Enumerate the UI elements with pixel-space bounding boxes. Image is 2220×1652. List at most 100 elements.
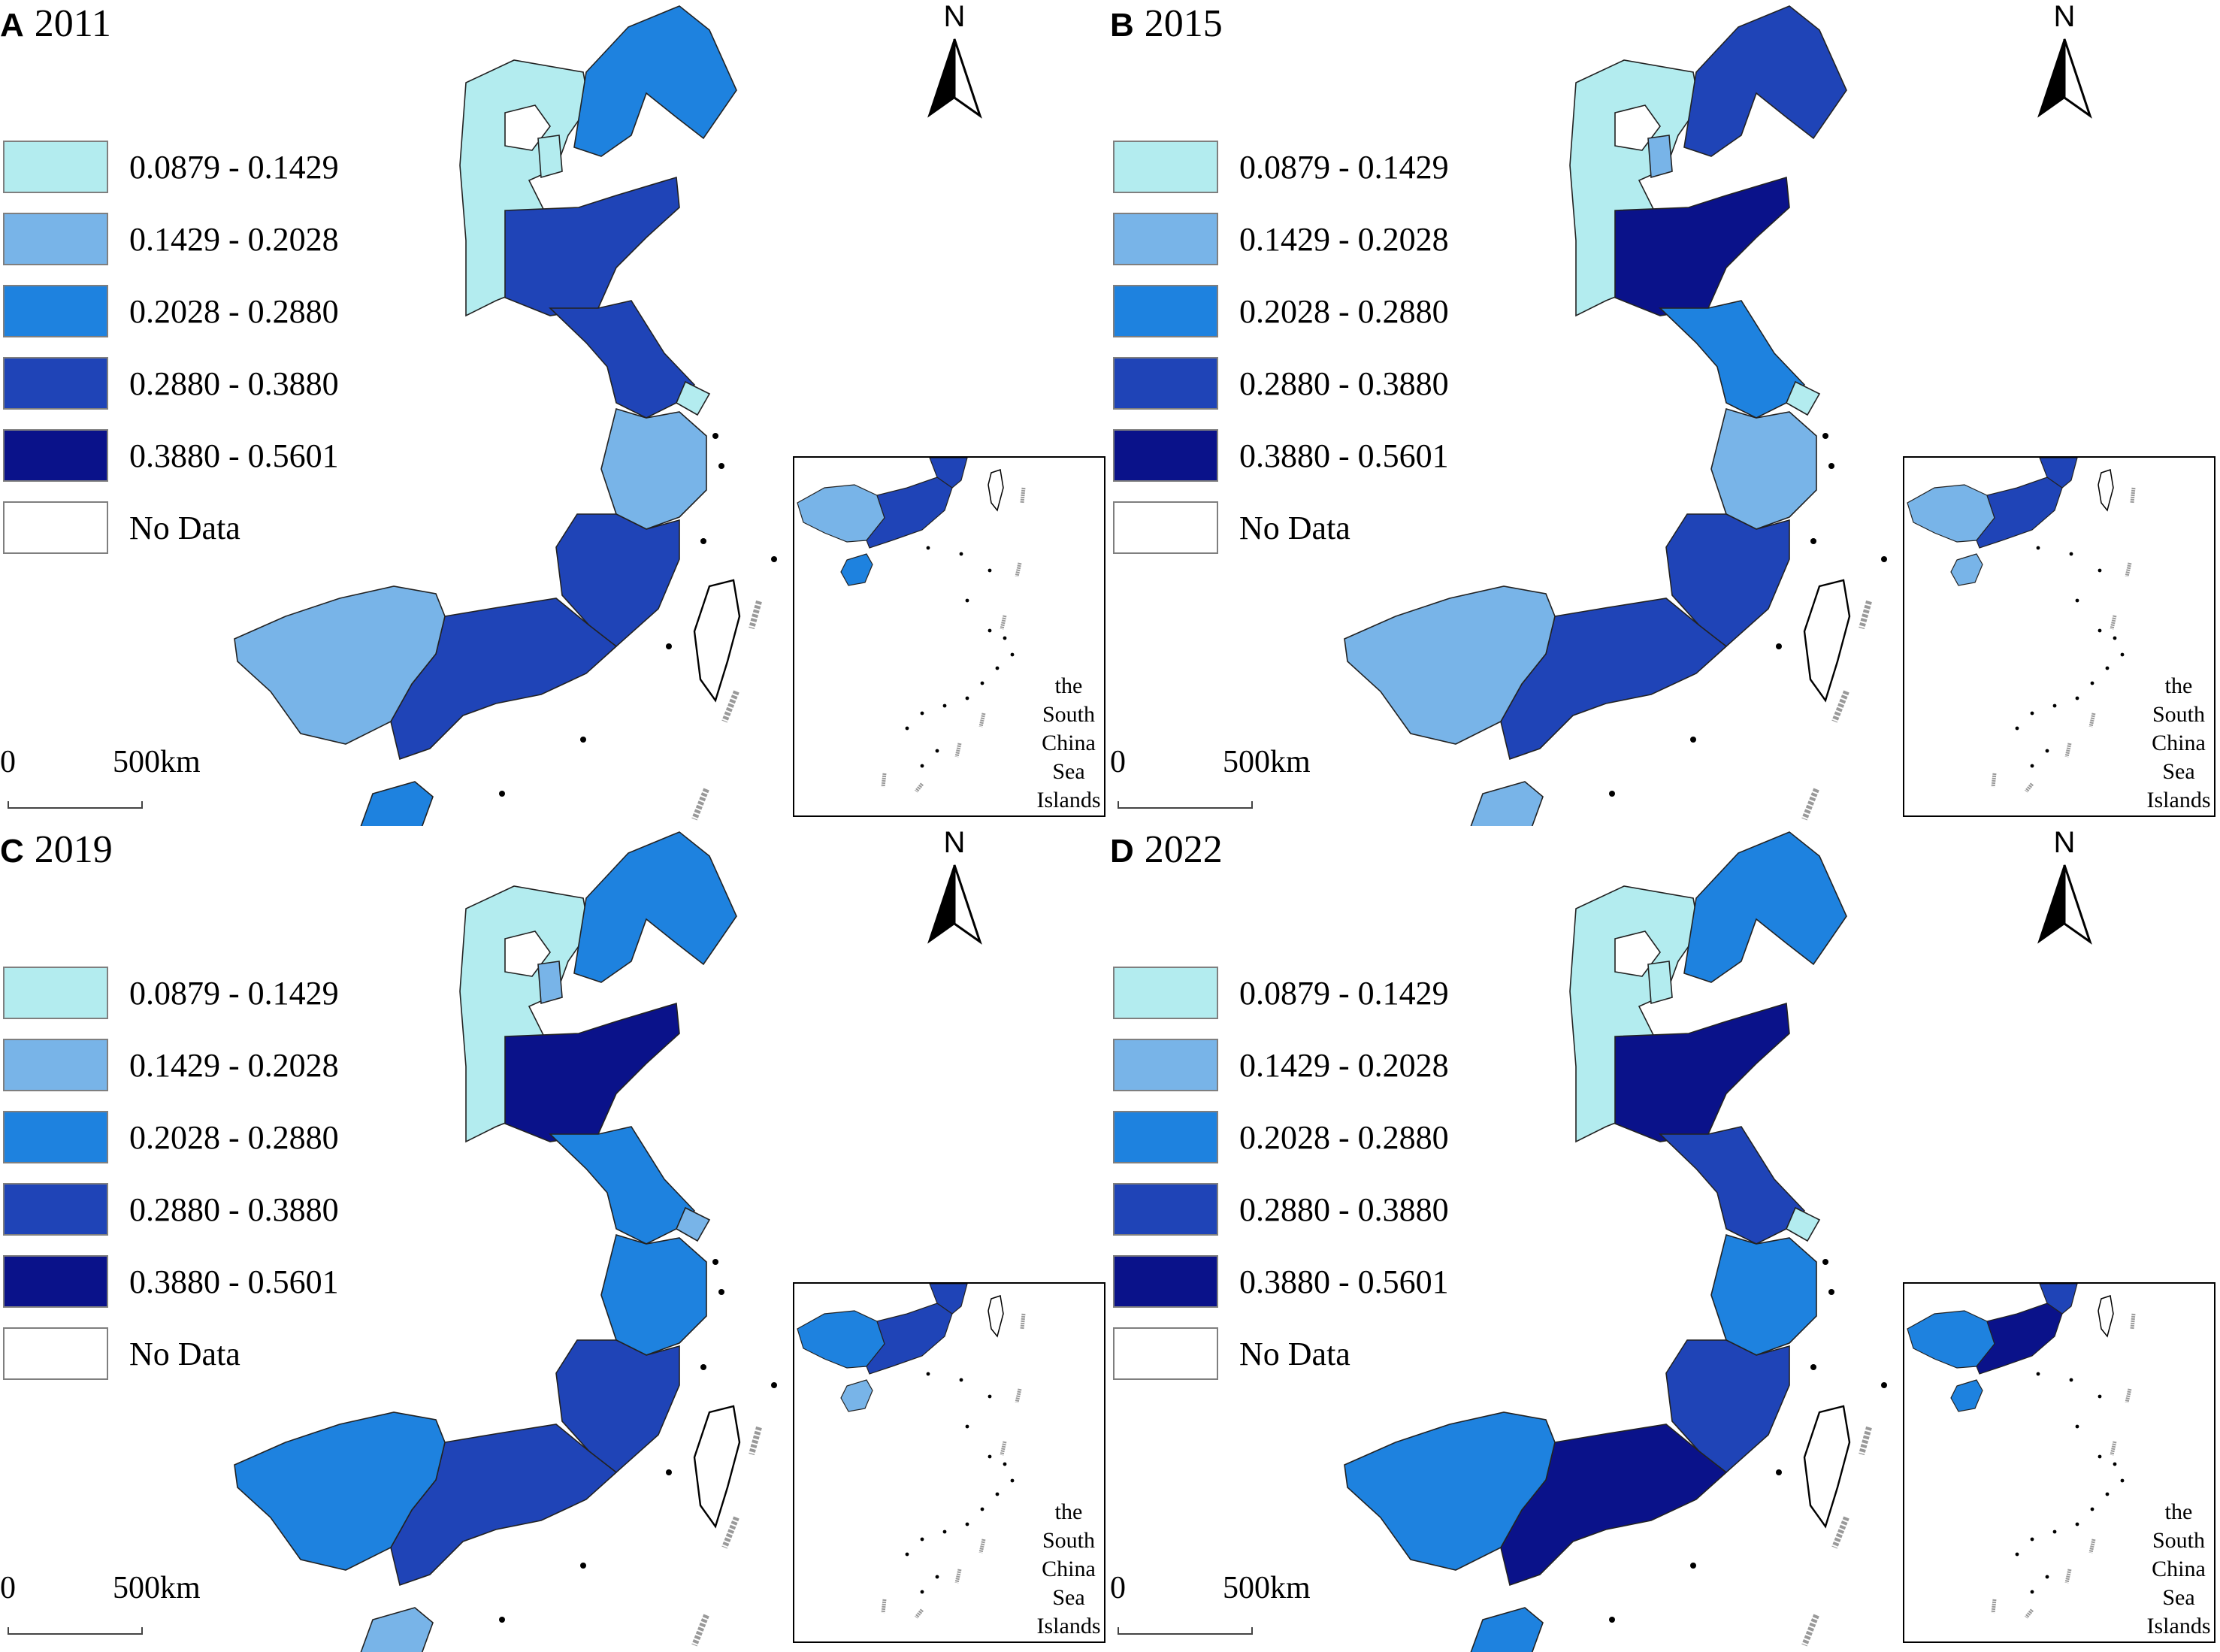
inset-island-dot [2120,652,2125,657]
inset-label: the South China Sea Islands [1036,673,1101,812]
legend-item: 0.1429 - 0.2028 [3,1039,339,1091]
boundary-dash [721,1516,739,1549]
legend-swatch [3,141,108,193]
inset-island-dot [959,1378,963,1382]
island-dot [666,643,672,649]
legend-label: 0.2880 - 0.3880 [1239,365,1449,402]
inset-boundary-dash [2110,1441,2117,1456]
map-panel-b: B 2015 0.0879 - 0.1429 0.1429 - 0.2028 0.202… [1110,0,2220,826]
island-dot [1690,737,1696,743]
island-dot [1881,556,1887,562]
legend-item: 0.0879 - 0.1429 [3,967,339,1019]
inset-island-dot [1003,636,1007,640]
north-label: N [2053,0,2076,33]
legend-label: No Data [1239,509,1350,546]
island-dot [771,556,777,562]
panel-heading: C 2019 [0,828,113,872]
legend-label: 0.0879 - 0.1429 [129,974,339,1012]
inset-boundary-dash [1991,1599,1997,1614]
inset-island-dot [965,696,969,700]
inset-island-dot [920,711,924,716]
island-dot [718,463,724,469]
scale-max-label: 500km [1223,1571,1311,1605]
main-map [234,5,777,826]
legend-label: 0.2028 - 0.2880 [129,1118,339,1156]
island-dot [666,1469,672,1475]
inset-boundary-dash [1020,1313,1026,1330]
inset-map: the South China Sea Islands [793,1282,1105,1643]
island-dot [1810,1364,1816,1370]
legend-swatch [1113,1039,1218,1091]
legend-label: 0.1429 - 0.2028 [1239,220,1449,258]
north-arrow: N [2034,0,2094,120]
north-arrow-icon [2037,38,2092,119]
inset-boundary-dash [1020,487,1026,504]
island-dot [1881,1382,1887,1388]
inset-island-dot [2098,1454,2102,1459]
island-dot [1822,1259,1828,1265]
scale-max-label: 500km [113,1571,201,1605]
inset-map: the South China Sea Islands [1903,456,2215,817]
scale-line [8,801,143,809]
inset-province-hainan [840,1379,873,1412]
island-dot [499,791,505,797]
province-jiangsu [549,1126,696,1245]
legend-swatch [1113,213,1218,265]
inset-label: the South China Sea Islands [1036,1499,1101,1638]
map-panel-a: A 2011 0.0879 - 0.1429 0.1429 - 0.2028 0.202… [0,0,1110,826]
legend-label: 0.2028 - 0.2880 [1239,1118,1449,1156]
inset-boundary-dash [881,773,887,788]
legend-label: 0.0879 - 0.1429 [1239,148,1449,186]
scale-zero-label: 0 [1110,745,1126,779]
legend-label: 0.3880 - 0.5601 [1239,437,1449,474]
legend-swatch [3,1255,108,1308]
inset-island-dot [965,1522,969,1526]
inset-boundary-dash [1015,1388,1022,1403]
province-hainan [1470,1607,1544,1652]
boundary-dash [721,690,739,723]
province-liaoning [1683,5,1847,157]
legend-item: 0.2880 - 0.3880 [3,357,339,410]
legend-item: 0.2880 - 0.3880 [1113,357,1449,410]
island-dot [1609,791,1615,797]
legend-label: No Data [129,1335,240,1372]
legend-swatch [1113,1255,1218,1308]
inset-boundary-dash [2130,487,2136,504]
legend-label: 0.2880 - 0.3880 [129,365,339,402]
inset-map-canvas [1907,1284,2136,1619]
boundary-dash [1859,600,1872,630]
inset-province-guangxi [1907,1310,1995,1369]
inset-province-fujian [929,458,968,489]
panel-heading: A 2011 [0,2,111,46]
inset-island-dot [2090,681,2094,685]
inset-boundary-dash [2130,1313,2136,1330]
inset-province-fujian [2039,1284,2078,1315]
inset-boundary-dash [954,1569,962,1584]
inset-island-dot [980,681,984,685]
inset-boundary-dash [1991,773,1997,788]
legend-swatch [1113,1327,1218,1380]
legend-item: 0.0879 - 0.1429 [3,141,339,193]
legend-label: No Data [129,509,240,546]
scale-max-label: 500km [113,745,201,779]
province-shandong [1614,176,1790,316]
legend-item: 0.0879 - 0.1429 [1113,967,1449,1019]
inset-boundary-dash [978,713,986,728]
inset-province-fujian [2039,458,2078,489]
boundary-dash [1801,1614,1819,1647]
panel-heading: B 2015 [1110,2,1223,46]
panel-letter: A [0,7,24,44]
province-liaoning [1683,831,1847,983]
inset-label: the South China Sea Islands [2146,673,2211,812]
island-dot [1828,1289,1834,1295]
island-dot [700,1364,706,1370]
boundary-dash [691,788,709,821]
province-fujian [555,1339,680,1474]
island-dot [1822,433,1828,439]
province-guangxi [1344,1411,1556,1571]
legend-swatch [1113,285,1218,337]
province-shanghai [1785,1206,1821,1242]
legend-swatch [3,1327,108,1380]
inset-province-guangdong [866,477,953,549]
inset-province-guangxi [1907,484,1995,543]
